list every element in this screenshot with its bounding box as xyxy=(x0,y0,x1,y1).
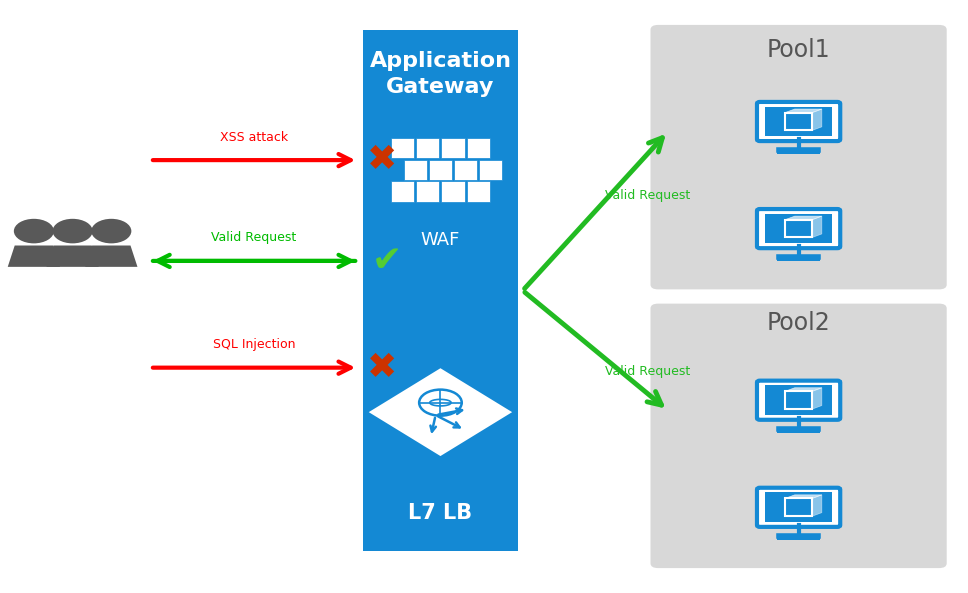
FancyBboxPatch shape xyxy=(777,150,820,154)
Circle shape xyxy=(14,219,54,243)
Polygon shape xyxy=(812,495,822,516)
Polygon shape xyxy=(785,109,822,113)
Text: WAF: WAF xyxy=(421,231,460,249)
FancyBboxPatch shape xyxy=(416,138,439,158)
Text: ✖: ✖ xyxy=(367,350,398,385)
FancyBboxPatch shape xyxy=(650,25,947,289)
Polygon shape xyxy=(812,216,822,237)
Text: Application
Gateway: Application Gateway xyxy=(370,51,511,97)
FancyBboxPatch shape xyxy=(441,181,465,202)
Text: Valid Request: Valid Request xyxy=(211,231,297,244)
FancyBboxPatch shape xyxy=(777,536,820,540)
Text: Valid Request: Valid Request xyxy=(605,365,690,378)
Circle shape xyxy=(52,219,93,243)
FancyBboxPatch shape xyxy=(650,304,947,568)
FancyBboxPatch shape xyxy=(765,492,832,522)
FancyBboxPatch shape xyxy=(391,181,414,202)
Polygon shape xyxy=(85,246,137,267)
FancyBboxPatch shape xyxy=(404,160,427,180)
FancyBboxPatch shape xyxy=(757,487,840,527)
FancyBboxPatch shape xyxy=(777,429,820,433)
FancyBboxPatch shape xyxy=(467,181,490,202)
FancyBboxPatch shape xyxy=(391,138,414,158)
FancyBboxPatch shape xyxy=(467,138,490,158)
FancyBboxPatch shape xyxy=(777,257,820,261)
Polygon shape xyxy=(812,388,822,409)
FancyBboxPatch shape xyxy=(757,209,840,248)
Polygon shape xyxy=(785,495,822,498)
FancyBboxPatch shape xyxy=(416,181,439,202)
Text: XSS attack: XSS attack xyxy=(220,130,288,144)
FancyBboxPatch shape xyxy=(765,213,832,243)
Text: SQL Injection: SQL Injection xyxy=(213,338,295,351)
Polygon shape xyxy=(812,109,822,130)
Text: Valid Request: Valid Request xyxy=(605,189,690,202)
Polygon shape xyxy=(46,246,99,267)
FancyBboxPatch shape xyxy=(441,138,465,158)
FancyBboxPatch shape xyxy=(765,107,832,136)
Polygon shape xyxy=(371,369,510,455)
Text: L7 LB: L7 LB xyxy=(408,503,472,523)
Text: ✖: ✖ xyxy=(367,143,398,177)
Polygon shape xyxy=(785,216,822,219)
FancyBboxPatch shape xyxy=(363,30,518,551)
FancyBboxPatch shape xyxy=(479,160,502,180)
Text: Pool1: Pool1 xyxy=(767,39,831,62)
Polygon shape xyxy=(8,246,60,267)
FancyBboxPatch shape xyxy=(765,385,832,415)
Text: Pool2: Pool2 xyxy=(767,311,831,335)
Circle shape xyxy=(91,219,132,243)
FancyBboxPatch shape xyxy=(757,102,840,141)
Polygon shape xyxy=(785,388,822,391)
Text: ✔: ✔ xyxy=(372,244,403,278)
FancyBboxPatch shape xyxy=(757,381,840,420)
FancyBboxPatch shape xyxy=(454,160,477,180)
FancyBboxPatch shape xyxy=(429,160,452,180)
